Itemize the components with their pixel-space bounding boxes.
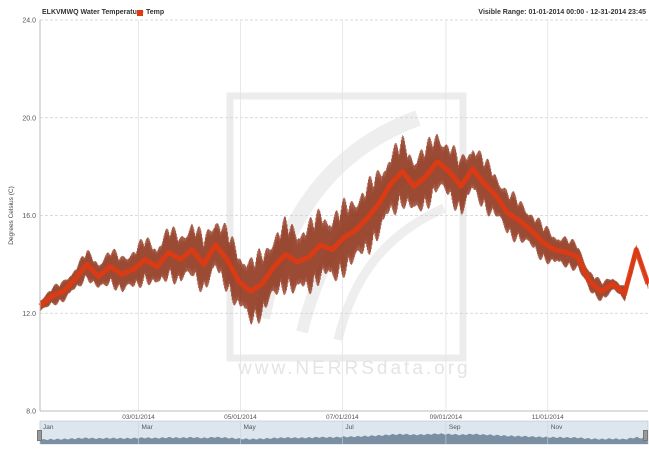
chart-title: ELKVMWQ Water Temperature <box>42 9 144 16</box>
x-tick-label: 11/01/2014 <box>532 414 564 421</box>
navigator-month-label: Nov <box>551 424 563 431</box>
navigator-series <box>40 433 648 444</box>
x-tick-label: 03/01/2014 <box>122 414 155 421</box>
navigator-month-label: May <box>243 424 256 431</box>
watermark-text: www.NERRSdata.org <box>238 358 471 379</box>
navigator-month-label: Sep <box>449 424 461 431</box>
series-temp <box>38 133 649 325</box>
visible-range-label: Visible Range: 01-01-2014 00:00 - 12-31-… <box>478 9 646 16</box>
y-tick-label: 20.0 <box>22 115 36 122</box>
navigator-month-label: Mar <box>142 424 154 431</box>
navigator-month-label: Jul <box>345 424 354 431</box>
legend-swatch <box>137 9 143 16</box>
series-temp-line <box>38 159 649 308</box>
navigator[interactable]: Jan Mar May Jul Sep Nov <box>39 420 649 445</box>
y-tick-label: 24.0 <box>22 18 36 25</box>
y-tick-label: 8.0 <box>26 409 36 416</box>
legend-label: Temp <box>146 9 165 16</box>
y-tick-label: 12.0 <box>22 311 36 318</box>
axes: 8.0 12.0 16.0 20.0 24.0 03/01/2014 05/01/2014 0… <box>8 18 648 421</box>
navigator-handle-left[interactable] <box>37 430 42 441</box>
y-tick-label: 16.0 <box>22 213 36 220</box>
x-tick-label: 09/01/2014 <box>430 414 463 421</box>
y-axis-label: Degrees Celsius (C) <box>8 186 15 245</box>
navigator-handle-right[interactable] <box>643 430 648 441</box>
x-tick-label: 05/01/2014 <box>224 414 257 421</box>
x-tick-label: 07/01/2014 <box>326 414 359 421</box>
navigator-month-label: Jan <box>43 424 54 431</box>
grid <box>40 19 648 411</box>
legend-item-temp[interactable]: Temp <box>137 9 164 16</box>
